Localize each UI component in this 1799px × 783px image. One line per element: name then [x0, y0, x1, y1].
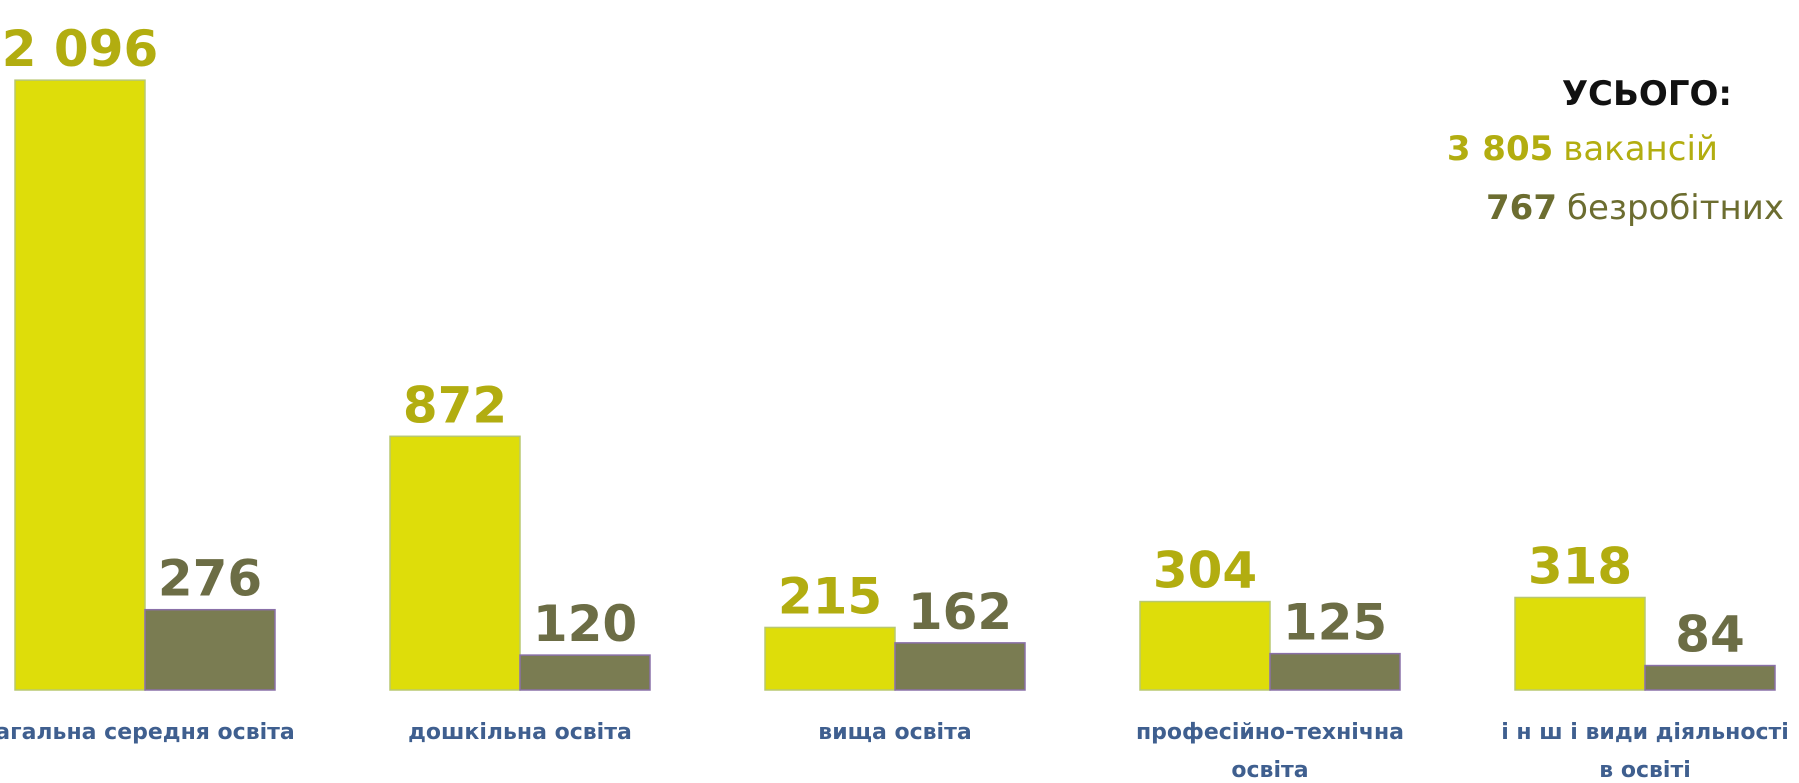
x-tick-label: вища освіта	[818, 720, 971, 745]
value-label: 84	[1675, 606, 1745, 664]
summary-unemployed: 767 безробітних	[1486, 188, 1784, 228]
value-label: 872	[403, 376, 507, 434]
x-tick-label: агальна середня освіта	[0, 720, 295, 745]
bar	[14, 79, 146, 691]
bar	[894, 642, 1026, 691]
x-tick-label: в освіті	[1599, 758, 1691, 783]
bar	[144, 608, 276, 691]
value-label: 2 096	[2, 20, 159, 78]
bar	[1514, 596, 1646, 691]
bar	[1644, 664, 1776, 691]
bar	[1139, 600, 1271, 691]
bar	[519, 654, 651, 691]
value-label: 276	[158, 550, 262, 608]
total-text: вакансій	[1563, 129, 1718, 169]
value-label: 215	[778, 567, 882, 625]
total-value: 3 805	[1447, 129, 1553, 169]
value-label: 318	[1528, 537, 1632, 595]
total-value: 767	[1486, 188, 1557, 228]
bar	[764, 626, 896, 691]
value-label: 162	[908, 583, 1012, 641]
x-tick-label: професійно-технічна	[1136, 720, 1404, 745]
summary-title: УСЬОГО:	[1562, 74, 1732, 114]
value-label: 304	[1153, 542, 1257, 600]
x-tick-label: освіта	[1231, 758, 1308, 783]
summary-vacancies: 3 805 вакансій	[1447, 129, 1718, 169]
total-text: безробітних	[1567, 188, 1784, 228]
x-tick-label: дошкільна освіта	[408, 720, 632, 745]
bar	[389, 435, 521, 691]
value-label: 120	[533, 595, 637, 653]
value-label: 125	[1283, 594, 1387, 652]
bar	[1269, 652, 1401, 691]
x-tick-label: і н ш і види діяльності	[1501, 720, 1789, 745]
